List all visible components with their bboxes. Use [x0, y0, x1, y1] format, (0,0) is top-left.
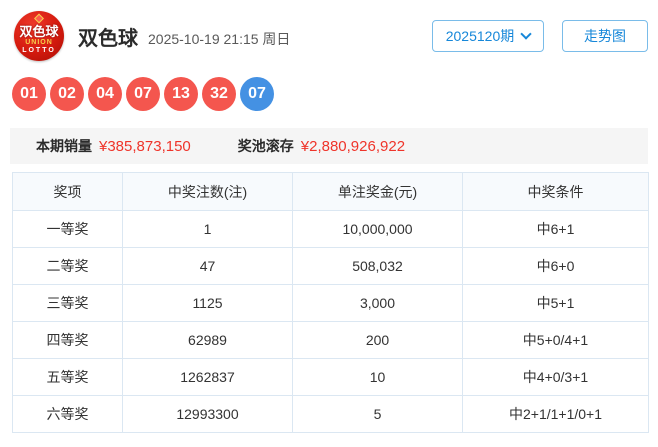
red-ball: 32 — [202, 77, 236, 111]
table-cell: 五等奖 — [12, 358, 123, 396]
table-cell: 中6+1 — [462, 210, 649, 248]
table-row: 六等奖 12993300 5 中2+1/1+1/0+1 — [12, 395, 649, 433]
pool-stat: 奖池滚存 ¥2,880,926,922 — [238, 136, 405, 156]
table-cell: 10 — [292, 358, 463, 396]
pool-value: ¥2,880,926,922 — [300, 137, 406, 155]
table-cell: 508,032 — [292, 247, 463, 285]
column-header: 中奖注数(注) — [122, 172, 293, 211]
table-cell: 中6+0 — [462, 247, 649, 285]
table-cell: 47 — [122, 247, 293, 285]
red-ball: 02 — [50, 77, 84, 111]
issue-select-label: 2025120期 — [445, 28, 515, 44]
column-header: 中奖条件 — [462, 172, 649, 211]
logo-gem-icon — [34, 13, 44, 24]
logo-text-union: UNION — [25, 39, 53, 46]
draw-datetime: 2025-10-19 21:15 周日 — [148, 30, 291, 47]
prize-table-head: 奖项 中奖注数(注) 单注奖金(元) 中奖条件 — [12, 172, 649, 211]
prize-table: 奖项 中奖注数(注) 单注奖金(元) 中奖条件 一等奖 1 10,000,000 中6+1 二… — [12, 172, 649, 433]
table-cell: 5 — [292, 395, 463, 433]
table-cell: 中2+1/1+1/0+1 — [462, 395, 649, 433]
red-ball: 01 — [12, 77, 46, 111]
table-cell: 12993300 — [122, 395, 293, 433]
issue-select-dropdown[interactable]: 2025120期 — [432, 20, 544, 52]
table-cell: 六等奖 — [12, 395, 123, 433]
prize-table-body: 一等奖 1 10,000,000 中6+1 二等奖 47 508,032 中6+0 三等奖 112… — [12, 210, 649, 433]
table-cell: 中5+0/4+1 — [462, 321, 649, 359]
table-cell: 1262837 — [122, 358, 293, 396]
column-header: 奖项 — [12, 172, 123, 211]
table-row: 一等奖 1 10,000,000 中6+1 — [12, 210, 649, 248]
table-cell: 中4+0/3+1 — [462, 358, 649, 396]
header-row: 奖项 中奖注数(注) 单注奖金(元) 中奖条件 — [12, 172, 649, 211]
red-ball: 13 — [164, 77, 198, 111]
drawn-numbers-row: 01 02 04 07 13 32 07 — [0, 77, 658, 111]
table-row: 五等奖 1262837 10 中4+0/3+1 — [12, 358, 649, 396]
red-ball: 07 — [126, 77, 160, 111]
union-lotto-logo: 双色球 UNION LOTTO — [14, 11, 64, 61]
table-row: 四等奖 62989 200 中5+0/4+1 — [12, 321, 649, 359]
stats-bar: 本期销量 ¥385,873,150 奖池滚存 ¥2,880,926,922 — [10, 128, 648, 164]
red-ball: 04 — [88, 77, 122, 111]
pool-label: 奖池滚存 — [237, 138, 294, 154]
table-cell: 中5+1 — [462, 284, 649, 322]
logo-text-cn: 双色球 — [19, 24, 59, 39]
table-cell: 三等奖 — [12, 284, 123, 322]
table-cell: 62989 — [122, 321, 293, 359]
table-cell: 二等奖 — [12, 247, 123, 285]
trend-chart-button[interactable]: 走势图 — [562, 20, 648, 52]
table-cell: 四等奖 — [12, 321, 123, 359]
logo-text-lotto: LOTTO — [22, 47, 56, 54]
table-cell: 1 — [122, 210, 293, 248]
page-title: 双色球 — [78, 27, 138, 50]
table-cell: 10,000,000 — [292, 210, 463, 248]
blue-ball: 07 — [240, 77, 274, 111]
table-row: 三等奖 1125 3,000 中5+1 — [12, 284, 649, 322]
chevron-down-icon — [520, 28, 532, 40]
table-cell: 一等奖 — [12, 210, 123, 248]
table-cell: 200 — [292, 321, 463, 359]
column-header: 单注奖金(元) — [292, 172, 463, 211]
table-cell: 3,000 — [292, 284, 463, 322]
header: 双色球 UNION LOTTO 双色球 2025-10-19 21:15 周日 … — [0, 0, 658, 62]
sales-stat: 本期销量 ¥385,873,150 — [36, 136, 191, 156]
sales-value: ¥385,873,150 — [99, 137, 191, 155]
table-cell: 1125 — [122, 284, 293, 322]
table-row: 二等奖 47 508,032 中6+0 — [12, 247, 649, 285]
sales-label: 本期销量 — [36, 138, 92, 154]
